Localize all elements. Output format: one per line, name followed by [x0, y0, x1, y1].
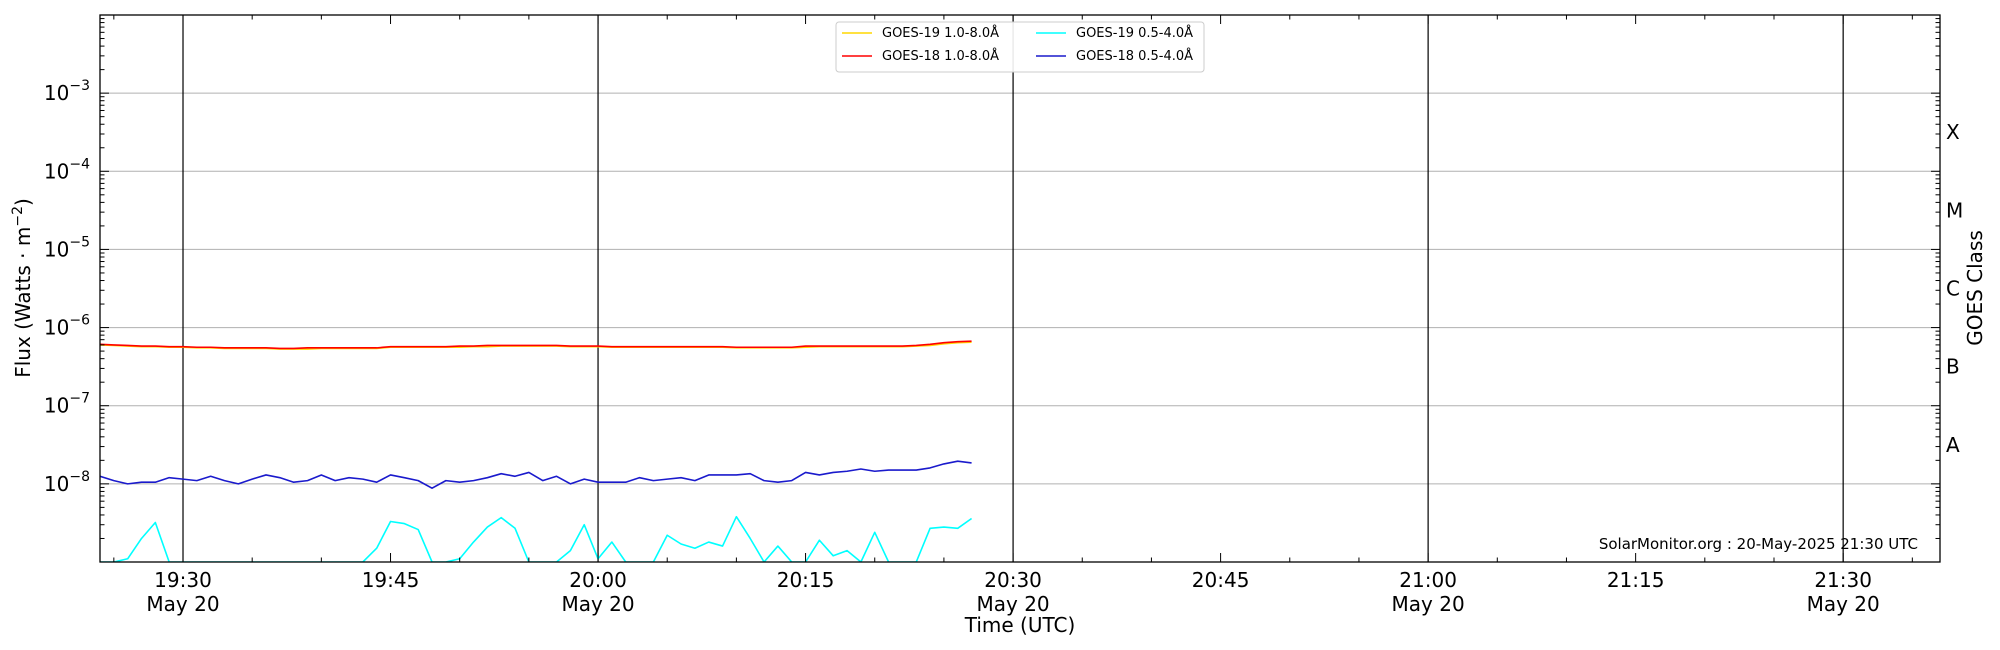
legend-box [835, 21, 1205, 73]
x-tick-date-label: May 20 [561, 592, 634, 616]
x-tick-label: 20:00 [569, 568, 627, 592]
y-tick-base: 10 [44, 159, 69, 183]
time-marker-lines [182, 15, 1844, 562]
legend-label: GOES-19 1.0-8.0Å [882, 25, 999, 41]
y-tick-label: 10−3 [44, 78, 90, 105]
legend-label: GOES-18 1.0-8.0Å [882, 48, 999, 64]
source-annotation: SolarMonitor.org : 20-May-2025 21:30 UTC [1599, 535, 1918, 553]
plot-frame [99, 14, 1941, 563]
x-tick-date-label: May 20 [1392, 592, 1465, 616]
y-axis-title: Flux (Watts · m−2) [10, 198, 35, 378]
series-line [100, 460, 972, 490]
chart-legend: GOES-19 1.0-8.0Å GOES-18 1.0-8.0Å GOES-19 … [835, 21, 1205, 73]
right-axis-title: GOES Class [1963, 230, 1987, 346]
y-tick-exponent: −3 [69, 78, 90, 94]
x-tick-label: 20:30 [984, 568, 1042, 592]
x-tick-date-label: May 20 [977, 592, 1050, 616]
x-tick-label: 21:15 [1607, 568, 1665, 592]
y-axis-title-close: ) [11, 198, 35, 206]
x-tick-label: 21:00 [1399, 568, 1457, 592]
y-tick-exponent: −4 [69, 156, 90, 172]
x-tick-date-label: May 20 [1807, 592, 1880, 616]
y-tick-label: 10−4 [44, 156, 90, 183]
goes-class-label: C [1946, 277, 1960, 301]
x-tick-label: 20:15 [777, 568, 835, 592]
goes-class-label: B [1946, 355, 1960, 379]
x-tick-label: 21:30 [1814, 568, 1872, 592]
y-tick-base: 10 [44, 316, 69, 340]
series-line [100, 340, 972, 350]
goes-class-label: M [1946, 198, 1963, 222]
axis-ticks [100, 15, 1940, 563]
x-tick-date-label: May 20 [146, 592, 219, 616]
legend-label: GOES-19 0.5-4.0Å [1076, 25, 1193, 41]
y-tick-label: 10−6 [44, 313, 90, 340]
y-tick-base: 10 [44, 394, 69, 418]
y-tick-label: 10−7 [44, 391, 90, 418]
legend-label: GOES-18 0.5-4.0Å [1076, 48, 1193, 64]
series-line [100, 515, 973, 562]
y-tick-exponent: −7 [69, 391, 90, 407]
y-tick-label: 10−8 [44, 469, 90, 496]
x-axis-title: Time (UTC) [964, 613, 1076, 637]
goes-class-label: A [1946, 433, 1960, 457]
y-tick-base: 10 [44, 81, 69, 105]
y-tick-base: 10 [44, 472, 69, 496]
y-tick-exponent: −6 [69, 313, 90, 329]
x-tick-label: 19:45 [362, 568, 420, 592]
y-tick-label: 10−5 [44, 234, 90, 261]
data-series [100, 340, 973, 562]
y-tick-exponent: −8 [69, 469, 90, 485]
y-tick-base: 10 [44, 237, 69, 261]
x-tick-label: 19:30 [154, 568, 212, 592]
y-tick-exponent: −5 [69, 234, 90, 250]
goes-class-label: X [1946, 120, 1960, 144]
y-axis-title-exp: −2 [10, 206, 26, 227]
grid-lines [100, 92, 1940, 485]
y-axis-title-main: Flux (Watts · m [11, 227, 35, 378]
x-tick-label: 20:45 [1192, 568, 1250, 592]
